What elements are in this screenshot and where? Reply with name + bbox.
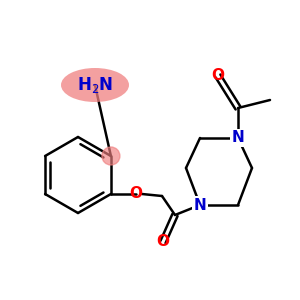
- Text: O: O: [212, 68, 224, 83]
- Text: H$_2$N: H$_2$N: [77, 75, 113, 95]
- Text: O: O: [157, 235, 169, 250]
- Ellipse shape: [61, 68, 129, 102]
- Circle shape: [102, 147, 120, 165]
- Text: O: O: [130, 187, 142, 202]
- Text: N: N: [194, 197, 206, 212]
- Text: N: N: [232, 130, 244, 146]
